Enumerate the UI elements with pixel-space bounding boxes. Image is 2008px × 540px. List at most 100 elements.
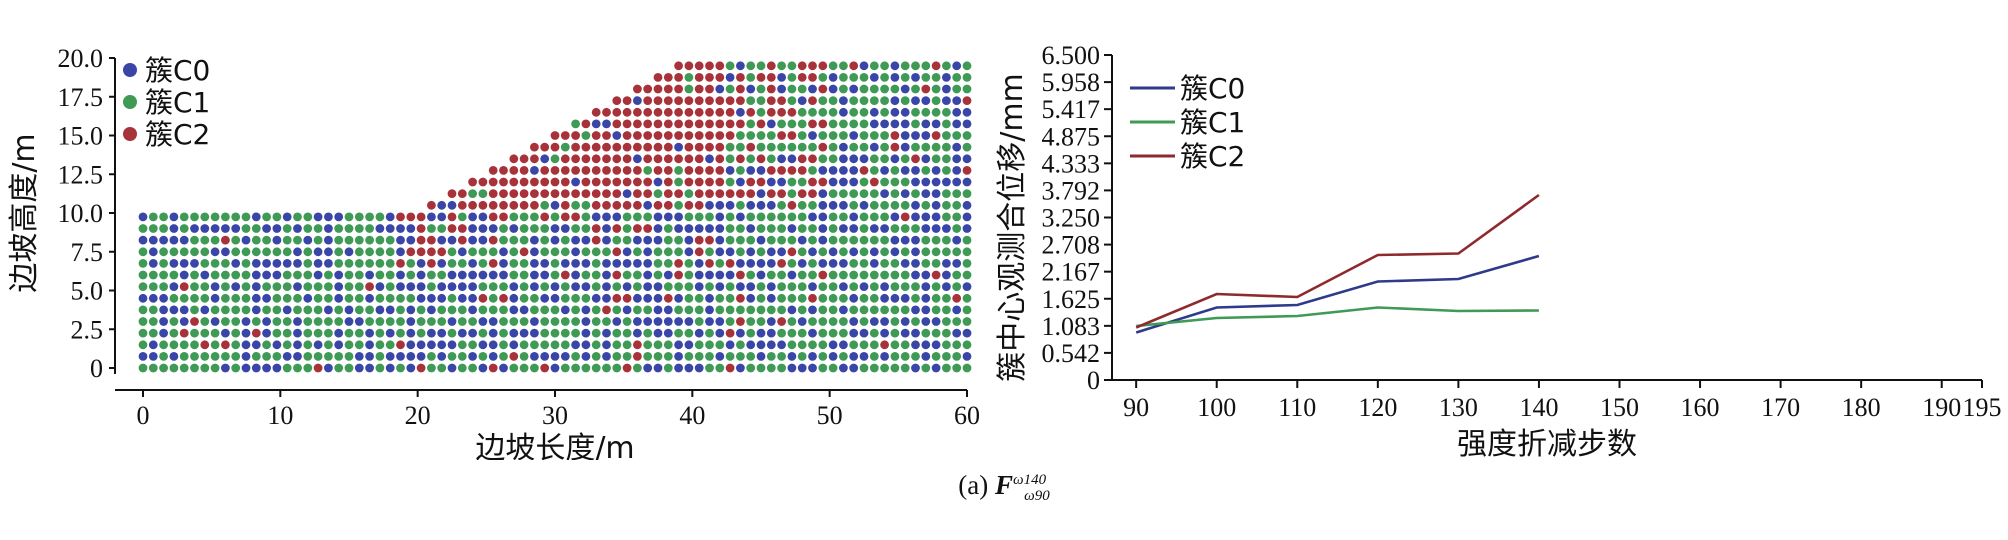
particle-point (591, 352, 601, 361)
particle-point (169, 247, 179, 257)
particle-point (602, 177, 611, 187)
particle-point (962, 317, 972, 326)
particle-point (849, 166, 859, 175)
particle-point (251, 247, 261, 257)
y-tick-label: 3.792 (1042, 176, 1101, 205)
particle-point (839, 131, 848, 140)
particle-point (736, 224, 745, 233)
particle-point (859, 154, 869, 164)
particle-point (880, 363, 889, 373)
particle-point (478, 328, 488, 338)
particle-point (385, 259, 395, 268)
particle-point (705, 235, 714, 245)
particle-point (900, 131, 910, 140)
particle-point (550, 177, 560, 187)
particle-point (787, 352, 797, 361)
particle-point (427, 293, 436, 303)
particle-point (571, 270, 580, 280)
particle-point (942, 119, 951, 129)
particle-point (777, 84, 786, 94)
particle-point (468, 270, 477, 280)
particle-point (633, 107, 642, 117)
particle-point (725, 235, 735, 245)
particle-point (221, 235, 230, 245)
particle-point (777, 177, 786, 187)
particle-point (674, 352, 683, 361)
particle-point (694, 352, 704, 361)
particle-point (962, 270, 972, 280)
particle-point (777, 247, 786, 257)
particle-point (354, 247, 364, 257)
particle-point (890, 200, 900, 210)
particle-point (540, 224, 550, 233)
particle-point (674, 200, 683, 210)
particle-point (694, 142, 704, 152)
particle-point (241, 305, 251, 315)
particle-point (560, 293, 570, 303)
particle-point (890, 96, 900, 105)
particle-point (622, 119, 632, 129)
line-axes: 00.5421.0831.6252.1672.7083.2503.7924.33… (995, 41, 2002, 460)
particle-point (911, 270, 920, 280)
particle-point (653, 363, 663, 373)
particle-point (942, 363, 951, 373)
particle-point (756, 363, 766, 373)
particle-point (653, 212, 663, 222)
particle-point (808, 96, 817, 105)
particle-point (921, 282, 931, 291)
particle-point (159, 247, 169, 257)
particle-point (530, 328, 539, 338)
particle-point (715, 73, 725, 82)
particle-point (653, 189, 663, 199)
particle-point (344, 340, 354, 350)
particle-point (457, 247, 467, 257)
particle-point (581, 189, 591, 199)
particle-point (540, 247, 550, 257)
y-tick-label: 4.875 (1042, 122, 1101, 151)
particle-point (828, 177, 838, 187)
particle-point (365, 305, 374, 315)
particle-point (725, 270, 735, 280)
particle-point (746, 328, 756, 338)
particle-point (942, 259, 951, 268)
particle-point (488, 340, 498, 350)
particle-point (900, 166, 910, 175)
particle-point (787, 73, 797, 82)
particle-point (828, 166, 838, 175)
particle-point (839, 293, 848, 303)
particle-point (148, 305, 158, 315)
particle-point (900, 73, 910, 82)
particle-point (159, 305, 169, 315)
particle-point (931, 119, 941, 129)
particle-point (839, 352, 848, 361)
particle-point (900, 247, 910, 257)
particle-point (756, 235, 766, 245)
particle-point (839, 212, 848, 222)
particle-point (550, 142, 560, 152)
particle-point (354, 282, 364, 291)
particle-point (457, 259, 467, 268)
particle-point (571, 282, 580, 291)
particle-point (457, 200, 467, 210)
particle-point (756, 189, 766, 199)
particle-point (828, 282, 838, 291)
particle-point (365, 235, 374, 245)
particle-point (962, 247, 972, 257)
particle-point (808, 142, 817, 152)
particle-point (766, 61, 776, 71)
particle-point (457, 282, 467, 291)
particle-point (839, 61, 848, 71)
particle-point (952, 142, 962, 152)
particle-point (375, 282, 385, 291)
particle-point (488, 328, 498, 338)
particle-point (694, 200, 704, 210)
particle-point (869, 154, 879, 164)
particle-point (839, 363, 848, 373)
particle-point (777, 131, 786, 140)
particle-point (396, 305, 405, 315)
particle-point (499, 282, 508, 291)
particle-point (869, 328, 879, 338)
particle-point (241, 259, 251, 268)
particle-point (540, 154, 550, 164)
particle-point (612, 200, 622, 210)
